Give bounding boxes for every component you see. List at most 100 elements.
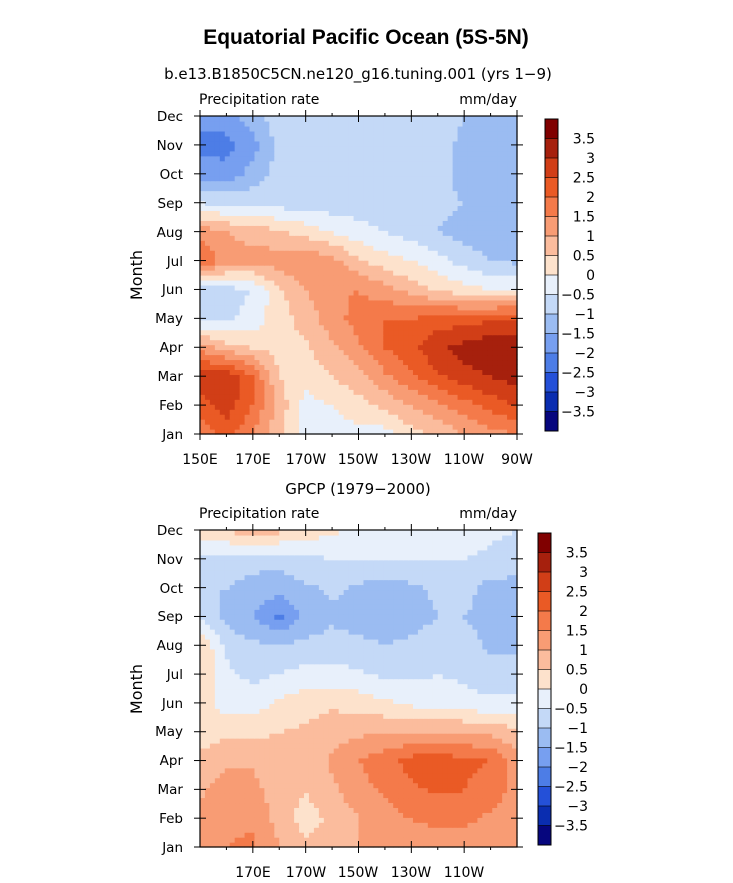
heatmap-cell: [249, 802, 256, 808]
heatmap-cell: [388, 409, 394, 415]
heatmap-cell: [482, 125, 488, 132]
heatmap-cell: [338, 130, 345, 137]
heatmap-cell: [269, 822, 275, 828]
heatmap-cell: [462, 827, 469, 833]
heatmap-cell: [432, 210, 439, 216]
heatmap-cell: [507, 827, 513, 833]
heatmap-cell: [442, 319, 449, 326]
heatmap-cell: [388, 284, 394, 291]
heatmap-cell: [393, 324, 399, 331]
heatmap-cell: [224, 190, 231, 197]
heatmap-cell: [437, 200, 444, 207]
heatmap-cell: [417, 255, 424, 261]
heatmap-cell: [393, 314, 399, 321]
heatmap-cell: [249, 812, 256, 818]
heatmap-cell: [259, 165, 265, 172]
heatmap-cell: [294, 344, 300, 351]
heatmap-cell: [467, 359, 474, 366]
heatmap-cell: [234, 120, 241, 127]
heatmap-cell: [338, 399, 345, 405]
heatmap-cell: [417, 150, 424, 157]
heatmap-cell: [318, 364, 325, 371]
heatmap-cell: [333, 822, 340, 828]
heatmap-cell: [254, 817, 261, 823]
heatmap-cell: [427, 279, 434, 286]
heatmap-cell: [393, 394, 399, 400]
heatmap-cell: [343, 250, 350, 256]
heatmap-cell: [204, 399, 211, 405]
heatmap-cell: [408, 369, 414, 375]
heatmap-cell: [269, 215, 275, 221]
heatmap-cell: [229, 379, 236, 385]
heatmap-cell: [259, 409, 265, 415]
heatmap-cell: [412, 220, 419, 226]
heatmap-cell: [323, 205, 330, 212]
heatmap-cell: [487, 429, 493, 435]
heatmap-cell: [264, 135, 270, 142]
heatmap-cell: [284, 429, 290, 435]
heatmap-cell: [209, 369, 216, 375]
heatmap-cell: [368, 309, 374, 316]
heatmap-cell: [417, 245, 424, 251]
heatmap-cell: [457, 155, 464, 162]
heatmap-cell: [249, 334, 256, 341]
heatmap-cell: [204, 130, 211, 137]
heatmap-cell: [398, 299, 404, 306]
heatmap-cell: [323, 792, 330, 799]
heatmap-cell: [209, 842, 216, 848]
heatmap-cell: [497, 195, 503, 202]
heatmap-cell: [507, 319, 513, 326]
heatmap-cell: [269, 797, 275, 804]
heatmap-cell: [234, 220, 241, 226]
heatmap-cell: [447, 419, 454, 425]
heatmap-cell: [308, 314, 315, 321]
heatmap-cell: [502, 120, 508, 127]
heatmap-cell: [492, 349, 498, 356]
heatmap-cell: [502, 265, 508, 271]
heatmap-cell: [353, 787, 360, 794]
heatmap-cell: [229, 235, 236, 241]
heatmap-cell: [348, 116, 355, 122]
heatmap-cell: [368, 170, 374, 177]
colorbar-label: 0: [586, 268, 595, 284]
heatmap-cell: [353, 404, 360, 410]
heatmap-cell: [472, 334, 478, 341]
heatmap-cell: [467, 116, 474, 122]
heatmap-cell: [304, 150, 310, 157]
heatmap-cell: [432, 807, 439, 813]
heatmap-cell: [462, 419, 469, 425]
heatmap-cell: [403, 827, 409, 833]
heatmap-cell: [264, 200, 270, 207]
heatmap-cell: [323, 289, 330, 296]
heatmap-cell: [254, 304, 261, 311]
heatmap-cell: [412, 299, 419, 306]
heatmap-cell: [294, 424, 300, 430]
heatmap-cell: [363, 275, 369, 281]
heatmap-cell: [398, 349, 404, 356]
heatmap-cell: [383, 230, 389, 236]
heatmap-cell: [512, 284, 518, 291]
heatmap-cell: [323, 429, 330, 435]
heatmap-cell: [254, 120, 261, 127]
heatmap-cell: [289, 260, 295, 266]
heatmap-cell: [279, 369, 285, 375]
heatmap-cell: [477, 225, 483, 231]
heatmap-cell: [378, 245, 384, 251]
heatmap-cell: [353, 324, 360, 331]
heatmap-cell: [427, 354, 434, 361]
colorbar-swatch: [545, 314, 558, 334]
heatmap-cell: [393, 339, 399, 346]
heatmap-cell: [467, 837, 474, 843]
heatmap-cell: [373, 364, 379, 371]
heatmap-cell: [408, 409, 414, 415]
heatmap-cell: [403, 125, 409, 132]
heatmap-cell: [472, 200, 478, 207]
heatmap-cell: [219, 837, 226, 843]
heatmap-cell: [502, 180, 508, 187]
heatmap-cell: [507, 135, 513, 142]
heatmap-cell: [507, 832, 513, 838]
heatmap-cell: [239, 792, 246, 799]
heatmap-cell: [467, 125, 474, 132]
heatmap-cell: [363, 260, 369, 266]
heatmap-cell: [422, 150, 429, 157]
